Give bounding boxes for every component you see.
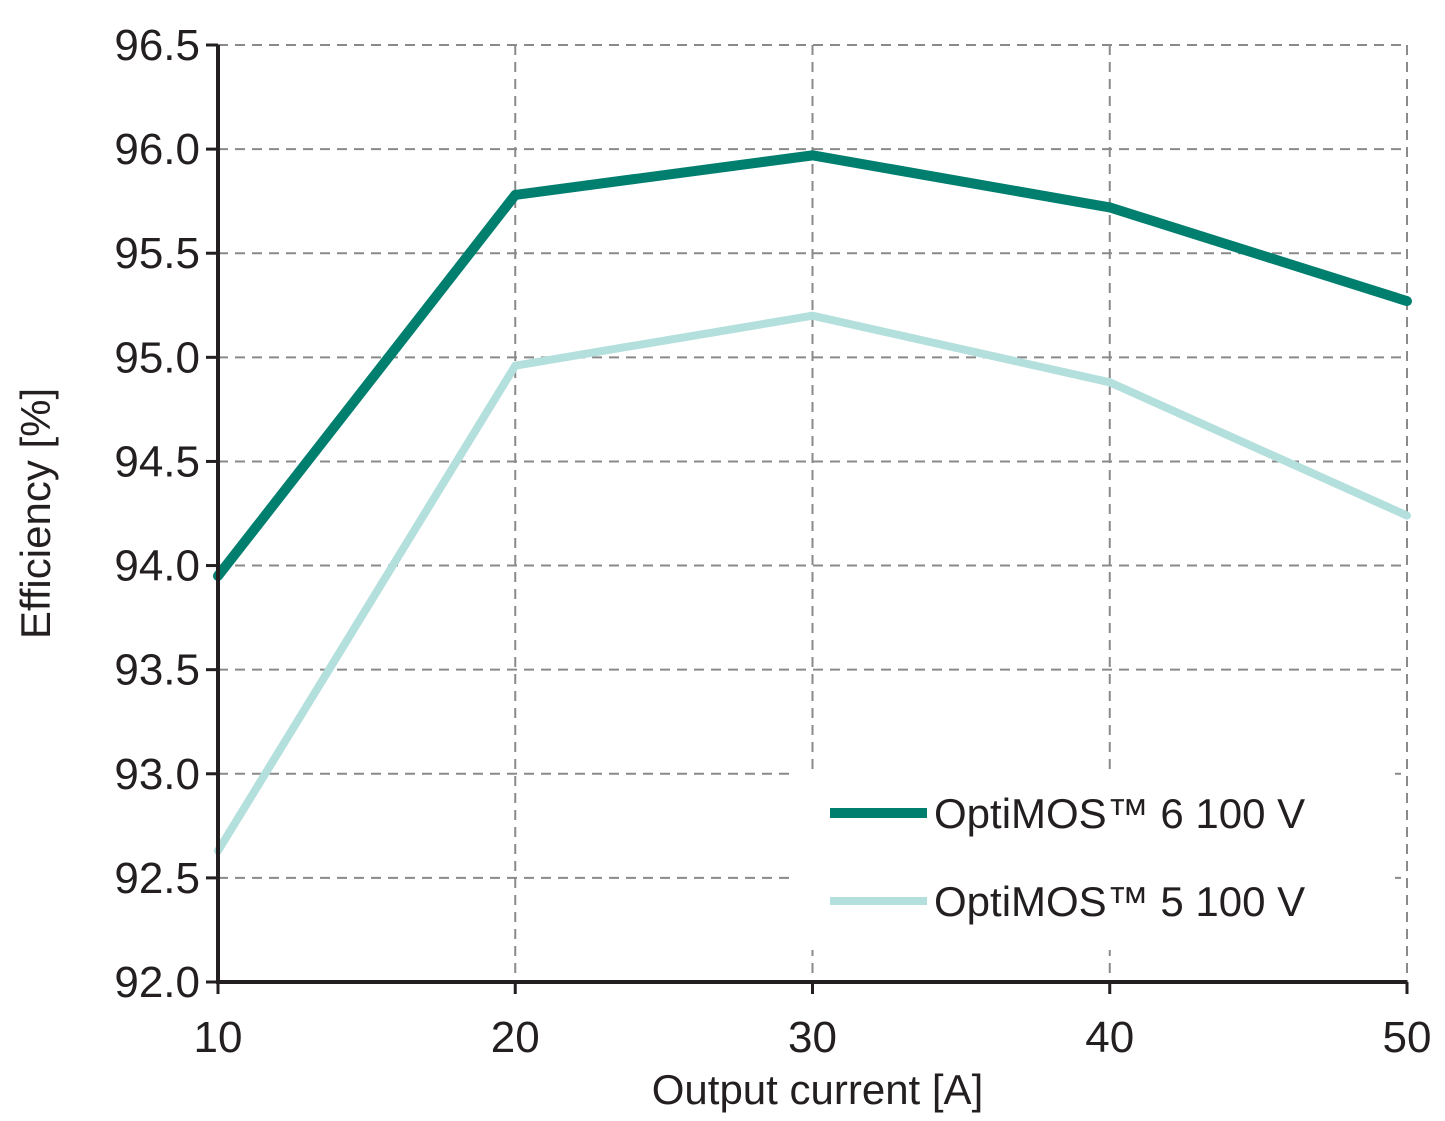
series-1-point [1403, 511, 1411, 520]
y-tick-label: 94.0 [114, 542, 200, 591]
series-0-point [807, 150, 818, 161]
series-layer [213, 150, 1412, 855]
y-tick-label: 92.0 [114, 958, 200, 1007]
series-1-point [511, 361, 520, 370]
y-tick-label: 94.5 [114, 437, 200, 486]
x-tick-label: 30 [788, 1013, 837, 1062]
y-tick-label: 93.0 [114, 750, 200, 799]
x-tick-label: 20 [491, 1013, 540, 1062]
y-tick-label: 95.0 [114, 333, 200, 382]
series-1-point [1105, 378, 1114, 387]
y-tick-label: 93.5 [114, 646, 200, 695]
x-tick-label: 50 [1383, 1013, 1432, 1062]
series-0-point [1104, 202, 1115, 213]
y-tick-label: 96.5 [114, 21, 200, 70]
series-0-point [1402, 296, 1412, 307]
y-tick-label: 92.5 [114, 854, 200, 903]
legend-label-1: OptiMOS™ 5 100 V [934, 878, 1305, 925]
y-tick-label: 96.0 [114, 125, 200, 174]
tick-labels: 92.0 92.5 93.0 93.5 94.0 94.5 95.0 95.5 96.0 96.5… [114, 21, 1431, 1062]
x-tick-label: 40 [1085, 1013, 1134, 1062]
series-1-point [808, 311, 817, 320]
y-tick-label: 95.5 [114, 229, 200, 278]
x-tick-label: 10 [194, 1013, 243, 1062]
legend-background [790, 770, 1395, 950]
legend: OptiMOS™ 6 100 V OptiMOS™ 5 100 V [790, 770, 1395, 950]
y-axis-title: Efficiency [%] [12, 388, 59, 639]
x-axis-title: Output current [A] [652, 1066, 984, 1113]
series-0-point [510, 189, 521, 200]
axes [206, 43, 1409, 994]
legend-label-0: OptiMOS™ 6 100 V [934, 790, 1305, 837]
